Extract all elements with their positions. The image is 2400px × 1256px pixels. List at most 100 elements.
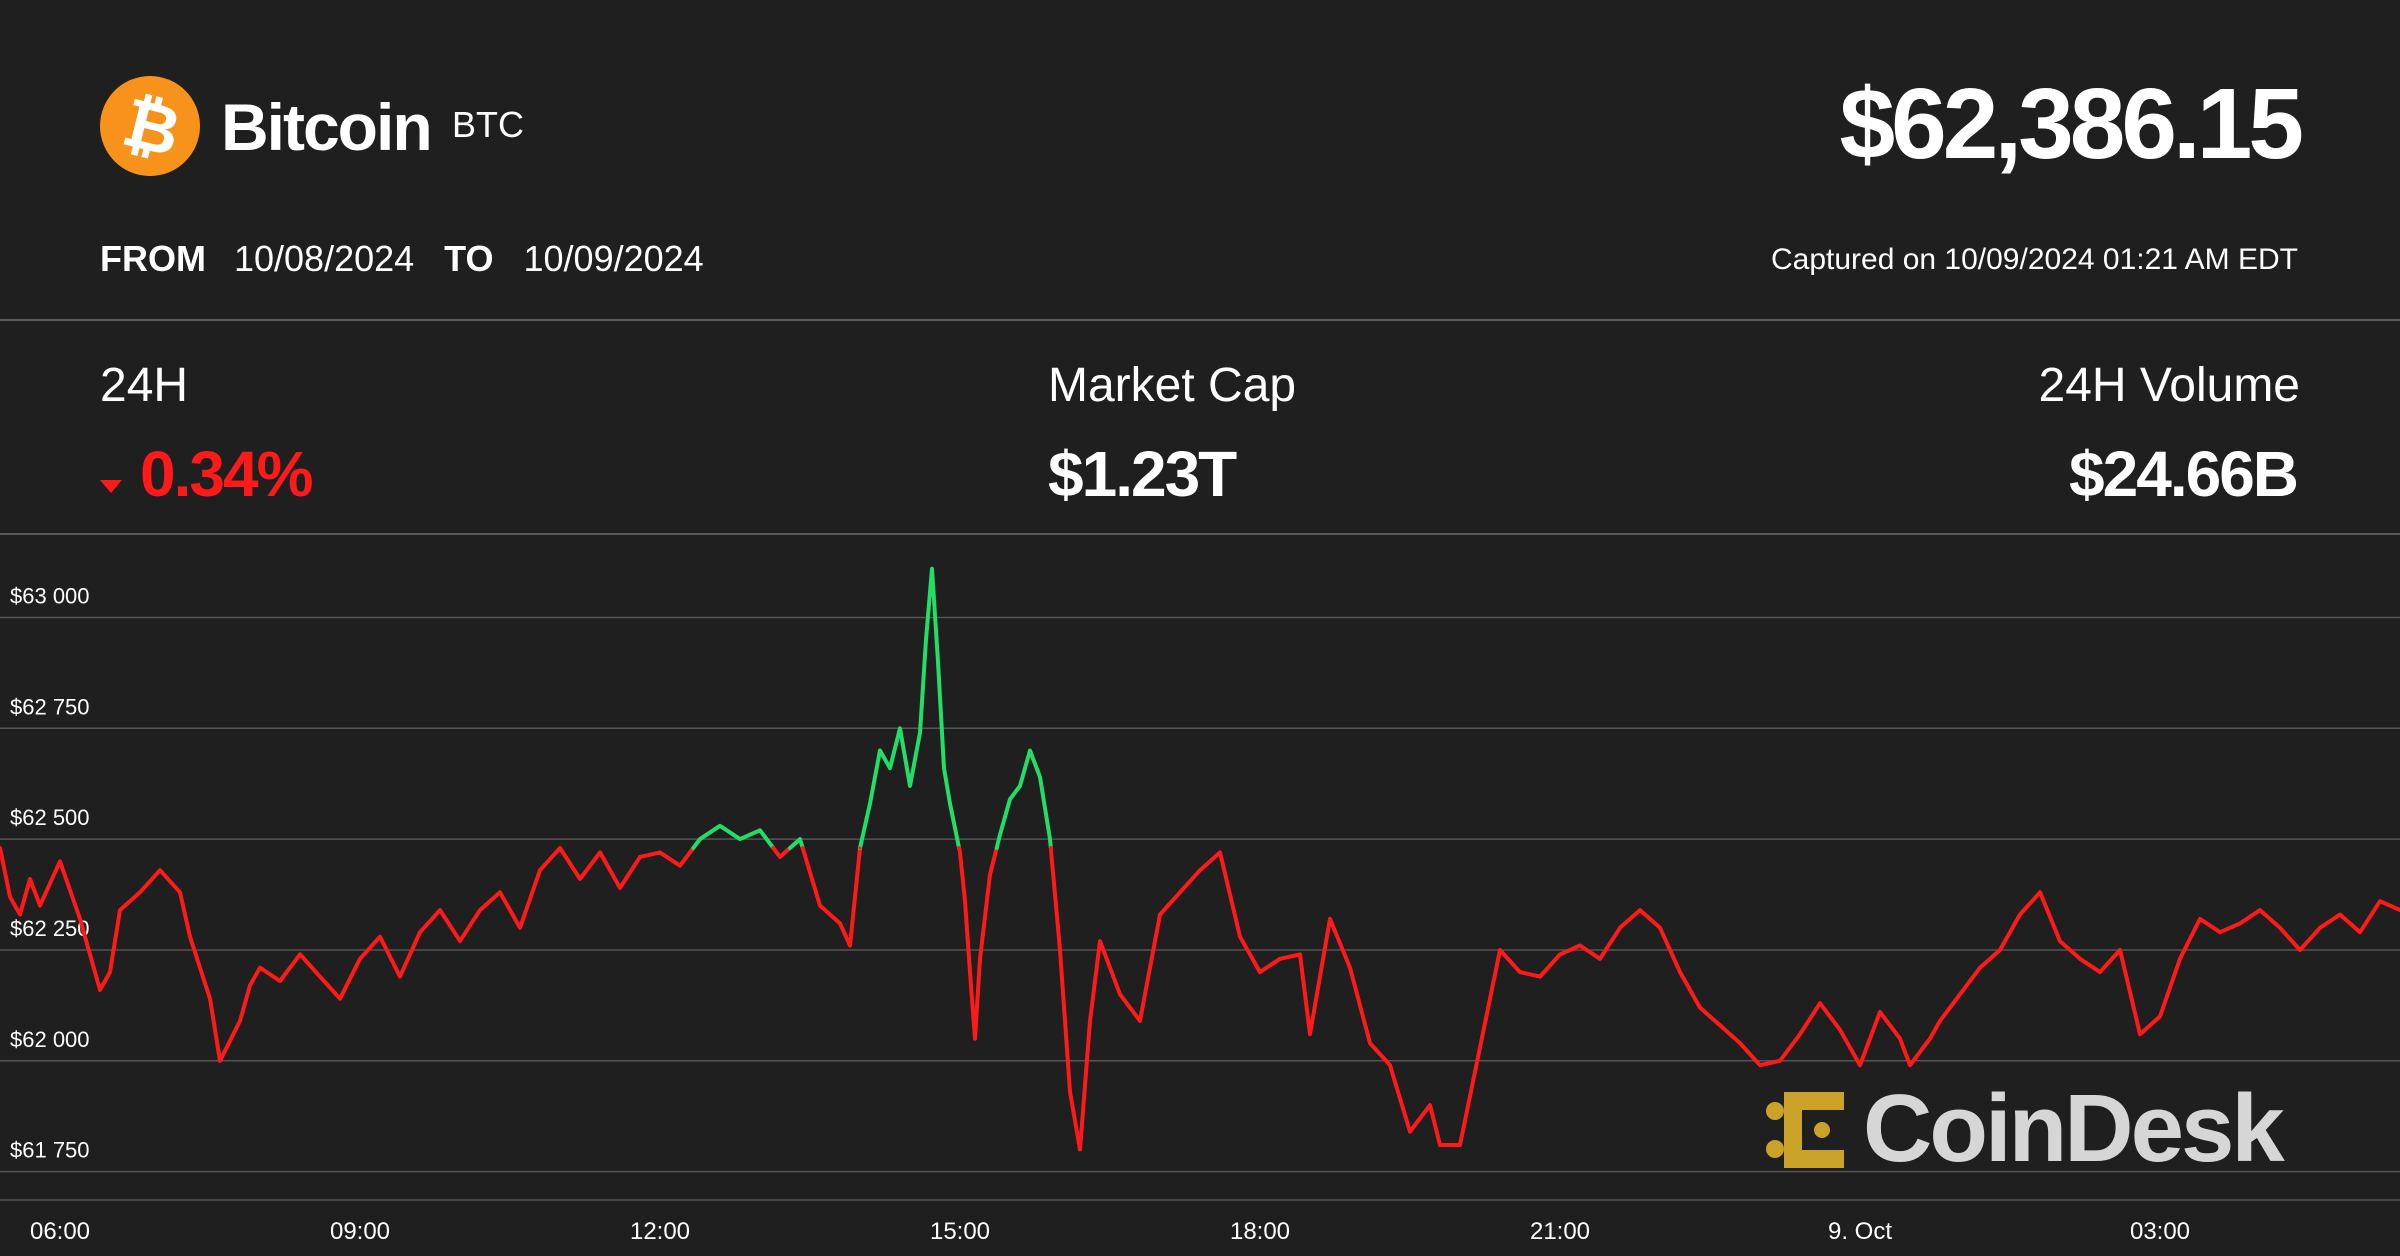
volume-value: $24.66B — [2069, 438, 2299, 510]
price-point — [2218, 930, 2222, 934]
price-point — [1598, 957, 1602, 961]
price-line-segment — [691, 823, 776, 850]
coindesk-watermark: CoinDesk — [1762, 1075, 2312, 1182]
price-point — [858, 846, 862, 850]
price-point — [2138, 1032, 2142, 1036]
price-point — [918, 731, 922, 735]
price-point — [1538, 975, 1542, 979]
price-point — [988, 873, 992, 877]
price-point — [1238, 935, 1242, 939]
price-point — [958, 850, 962, 854]
market-cap-value: $1.23T — [1048, 438, 1237, 510]
price-point — [2158, 1015, 2162, 1018]
price-point — [378, 935, 382, 939]
price-point — [942, 766, 946, 770]
price-point — [78, 917, 82, 921]
price-point — [698, 837, 702, 841]
price-point — [2318, 926, 2322, 930]
price-point — [418, 930, 422, 934]
price-point — [2118, 948, 2122, 952]
price-point — [1558, 952, 1562, 956]
price-point — [1978, 966, 1982, 970]
date-range: FROM 10/08/2024 TO 10/09/2024 — [100, 236, 704, 282]
price-line-segment — [957, 846, 999, 1041]
y-tick-label: $62 500 — [10, 805, 90, 830]
price-point — [2018, 913, 2022, 916]
price-point — [678, 864, 682, 868]
price-point — [778, 855, 782, 859]
price-point — [1308, 1032, 1312, 1036]
price-point — [2098, 970, 2102, 974]
price-point — [0, 846, 2, 850]
price-point — [1018, 784, 1022, 788]
price-point — [818, 904, 822, 908]
price-point — [1478, 1046, 1482, 1049]
coindesk-logo-icon — [1766, 1092, 1844, 1168]
price-point — [1198, 868, 1202, 872]
price-point — [2358, 930, 2362, 934]
price-point — [1058, 948, 1062, 952]
price-point — [618, 886, 622, 890]
price-point — [998, 833, 1002, 837]
x-tick-label: 18:00 — [1230, 1218, 1290, 1245]
price-point — [718, 824, 722, 828]
price-point — [878, 749, 882, 752]
price-point — [2278, 926, 2282, 930]
price-point — [1498, 948, 1502, 952]
price-point — [8, 895, 12, 899]
price-point — [1428, 1103, 1432, 1107]
price-point — [1328, 917, 1332, 921]
price-point — [498, 890, 502, 894]
price-line-segment — [0, 846, 696, 1063]
price-point — [1138, 1019, 1142, 1023]
price-point — [38, 904, 42, 908]
price-point — [1178, 890, 1182, 894]
price-point — [963, 899, 967, 903]
price-point — [948, 802, 952, 806]
price-point — [1068, 1090, 1072, 1094]
price-point — [973, 1037, 977, 1041]
price-point — [458, 939, 462, 943]
price-line-segment — [788, 837, 805, 850]
price-point — [98, 988, 102, 992]
price-point — [738, 837, 742, 841]
price-point — [1298, 952, 1302, 956]
price-point — [178, 890, 182, 894]
market-cap-label: Market Cap — [1048, 359, 1297, 412]
volume-label: 24H Volume — [2038, 359, 2301, 412]
price-line-segment — [771, 846, 792, 859]
price-point — [58, 859, 62, 863]
price-point — [318, 975, 322, 979]
x-tick-label: 03:00 — [2130, 1218, 2190, 1245]
from-date: 10/08/2024 — [233, 238, 415, 279]
price-point — [2078, 957, 2082, 961]
price-line-segment — [994, 748, 1053, 850]
price-point — [18, 913, 22, 916]
x-tick-label: 15:00 — [930, 1218, 990, 1245]
captured-timestamp: Captured on 10/09/2024 01:21 AM EDT — [1770, 243, 2298, 276]
price-point — [1938, 1019, 1942, 1023]
price-point — [924, 638, 928, 642]
y-tick-label: $62 250 — [10, 916, 90, 941]
to-label: TO — [444, 238, 494, 279]
price-point — [2378, 899, 2382, 903]
x-tick-label: 06:00 — [30, 1218, 90, 1245]
change-value: 0.34% — [140, 438, 313, 510]
y-tick-label: $63 000 — [10, 583, 90, 608]
price-point — [1578, 944, 1582, 947]
price-point — [2338, 913, 2342, 916]
price-point — [1718, 1023, 1722, 1027]
price-point — [1518, 970, 1522, 974]
price-point — [888, 766, 892, 770]
price-point — [358, 957, 362, 961]
price-point — [1218, 850, 1222, 854]
price-point — [238, 1019, 242, 1023]
price-point — [1348, 966, 1352, 970]
price-point — [2198, 917, 2202, 921]
price-point — [438, 908, 442, 912]
change-label: 24H — [100, 359, 189, 412]
price-point — [2038, 890, 2042, 894]
x-tick-label: 9. Oct — [1828, 1218, 1892, 1245]
price-point — [158, 868, 162, 872]
price-point — [138, 890, 142, 894]
